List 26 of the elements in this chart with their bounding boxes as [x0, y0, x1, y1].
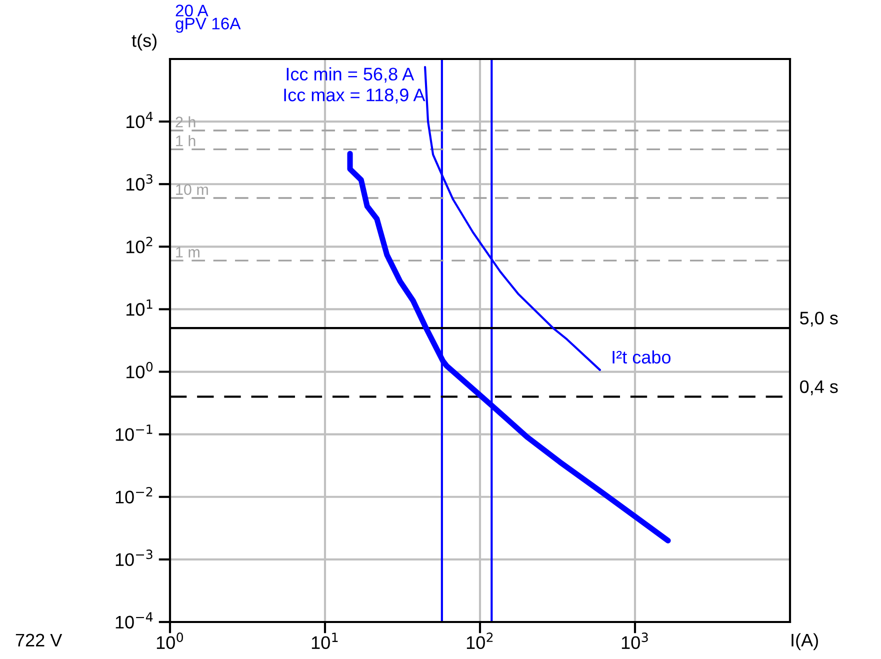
- y-tick-label: 10$^{−2}$: [116, 487, 152, 504]
- x-tick-label: 10$^{1}$: [312, 632, 338, 650]
- ref-line-label: 0,4 s: [800, 380, 838, 396]
- y-tick-label: 10$^{−1}$: [116, 424, 152, 441]
- x-tick-label: 10$^{3}$: [622, 632, 648, 650]
- ref-line-label: 10 m: [176, 184, 208, 195]
- y-tick-label: 10$^{2}$: [126, 236, 152, 254]
- y-axis-title: t(s): [132, 34, 156, 51]
- y-tick-label: 10$^{1}$: [126, 300, 152, 316]
- chart-subtitle: gPV 16A: [176, 18, 241, 33]
- y-tick-label: 10$^{3}$: [126, 174, 152, 191]
- y-tick-label: 10$^{4}$: [126, 112, 153, 128]
- y-tick-label: 10$^{0}$: [126, 362, 153, 378]
- chart-title: 20 A: [176, 4, 208, 16]
- y-tick-label: 10$^{−4}$: [116, 612, 153, 629]
- ref-line-label: 1 h: [176, 135, 196, 146]
- x-tick-label: 10$^{2}$: [466, 632, 493, 650]
- ref-line-label: 1 m: [176, 246, 200, 258]
- ref-line-label: Icc max = 118,9 A: [284, 88, 426, 104]
- x-tick-label: 10$^{0}$: [156, 632, 184, 650]
- text: 722 V: [16, 634, 62, 646]
- ref-line-label: Icc min = 56,8 A: [286, 67, 414, 83]
- series-label: I²t cabo: [612, 350, 671, 364]
- y-tick-label: 10$^{−3}$: [116, 550, 152, 566]
- ref-line-label: 5,0 s: [800, 312, 838, 327]
- x-axis-title: I(A): [792, 633, 818, 650]
